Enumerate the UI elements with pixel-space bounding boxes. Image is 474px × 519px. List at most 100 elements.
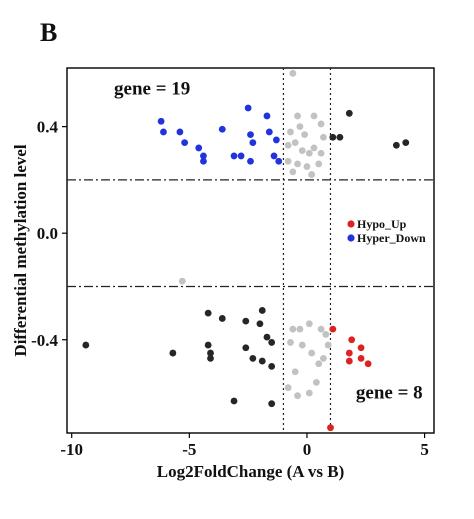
data-point-not-significant-3 [287, 128, 294, 136]
data-point-not-significant-8 [298, 147, 306, 154]
data-point-hyper-down-10 [249, 139, 257, 146]
data-point-significant-other--17 [249, 355, 257, 362]
data-point-significant-other--13 [258, 307, 266, 314]
y-tick-label-1: 0.0 [37, 224, 58, 243]
panel-label: B [40, 18, 57, 47]
data-point-hypo-up-2 [348, 336, 356, 344]
data-point-significant-other--21 [230, 397, 238, 405]
data-point-not-significant-15 [315, 160, 323, 168]
data-points [82, 69, 410, 432]
data-point-not-significant-10 [310, 144, 318, 152]
data-point-significant-other--6 [169, 349, 177, 357]
data-point-significant-other--20 [268, 339, 276, 346]
legend-swatch-0 [347, 220, 355, 228]
y-tick-label-0: -0.4 [31, 331, 58, 350]
data-point-not-significant-36 [324, 341, 332, 349]
data-point-hypo-up-7 [364, 360, 372, 368]
data-point-not-significant-13 [294, 160, 301, 168]
data-point-not-significant-32 [284, 384, 292, 392]
reference-lines [67, 68, 434, 433]
data-point-not-significant-30 [291, 368, 299, 376]
data-point-significant-other--14 [256, 320, 264, 328]
data-point-significant-other--5 [82, 341, 90, 349]
data-point-significant-other--3 [392, 141, 400, 149]
axes: -10 -5 0 5 -0.4 0.0 0.4 [31, 118, 429, 459]
data-point-not-significant-33 [294, 392, 301, 400]
x-tick-label-1: -5 [182, 440, 196, 459]
data-point-hyper-down-14 [230, 152, 238, 160]
annotations: gene = 19 gene = 8 [114, 79, 423, 404]
y-axis-label: Differential methylation level [11, 144, 30, 356]
data-point-not-significant-23 [305, 320, 313, 328]
data-point-hyper-down-2 [176, 128, 184, 136]
data-point-significant-other--22 [268, 400, 276, 408]
data-point-significant-other--9 [207, 355, 214, 362]
data-point-not-significant-1 [294, 112, 301, 120]
data-point-not-significant-17 [308, 171, 316, 178]
data-point-hyper-down-7 [218, 125, 226, 133]
data-point-significant-other--2 [336, 133, 344, 141]
data-point-significant-other--16 [242, 344, 250, 352]
data-point-not-significant-5 [317, 120, 325, 128]
data-point-hypo-up-0 [329, 325, 337, 333]
x-tick-label-3: 5 [420, 440, 429, 459]
y-tick-label-2: 0.4 [37, 118, 59, 137]
data-point-significant-other--18 [258, 357, 266, 365]
gene-count-annotation-1: gene = 8 [356, 382, 423, 403]
data-point-significant-other--12 [242, 317, 250, 325]
data-point-not-significant-27 [298, 341, 306, 349]
data-point-significant-other--4 [402, 139, 410, 146]
data-point-hyper-down-11 [263, 112, 271, 120]
legend-label-1: Hyper_Down [357, 231, 426, 245]
data-point-hyper-down-6 [200, 157, 207, 165]
data-point-not-significant-9 [305, 149, 313, 157]
data-point-not-significant-34 [305, 389, 313, 397]
x-tick-label-2: 0 [303, 440, 312, 459]
data-point-hyper-down-15 [237, 152, 245, 160]
data-point-not-significant-20 [178, 277, 186, 285]
data-point-hypo-up-5 [357, 344, 365, 352]
data-point-hyper-down-9 [247, 131, 254, 139]
data-point-not-significant-14 [303, 163, 311, 170]
data-point-hyper-down-13 [272, 136, 280, 144]
data-point-hyper-down-3 [181, 139, 189, 146]
data-point-significant-other--19 [268, 362, 276, 370]
data-point-not-significant-2 [296, 123, 304, 131]
data-point-hypo-up-4 [345, 357, 353, 365]
data-point-hypo-up-6 [357, 355, 365, 362]
data-point-significant-other--7 [204, 341, 212, 349]
data-point-significant-other--1 [329, 133, 337, 141]
data-point-not-significant-19 [301, 131, 309, 139]
gene-count-annotation-0: gene = 19 [114, 79, 190, 100]
data-point-hyper-down-17 [270, 152, 278, 160]
data-point-not-significant-26 [287, 339, 294, 346]
data-point-significant-other--0 [345, 109, 353, 117]
data-point-not-significant-16 [289, 168, 297, 176]
data-point-hyper-down-18 [275, 157, 283, 165]
data-point-not-significant-18 [320, 133, 327, 141]
data-point-hyper-down-8 [244, 104, 252, 112]
data-point-significant-other--11 [218, 315, 226, 322]
data-point-not-significant-12 [284, 157, 292, 165]
legend-swatch-1 [347, 234, 355, 242]
data-point-hyper-down-1 [160, 128, 167, 136]
data-point-not-significant-7 [291, 139, 299, 146]
data-point-not-significant-0 [289, 69, 297, 77]
x-axis-label: Log2FoldChange (A vs B) [157, 462, 345, 481]
data-point-not-significant-11 [317, 149, 325, 157]
data-point-not-significant-22 [296, 325, 304, 333]
data-point-not-significant-35 [320, 355, 327, 362]
data-point-significant-other--10 [204, 309, 212, 317]
data-point-hyper-down-12 [265, 128, 273, 136]
data-point-hyper-down-4 [195, 144, 203, 152]
data-point-not-significant-28 [308, 349, 316, 357]
data-point-not-significant-25 [322, 331, 330, 338]
data-point-not-significant-4 [310, 112, 318, 120]
data-point-hypo-up-3 [345, 349, 353, 357]
data-point-significant-other--15 [263, 333, 271, 341]
data-point-not-significant-31 [312, 378, 320, 386]
legend-label-0: Hypo_Up [357, 217, 407, 231]
data-point-not-significant-21 [289, 325, 297, 333]
